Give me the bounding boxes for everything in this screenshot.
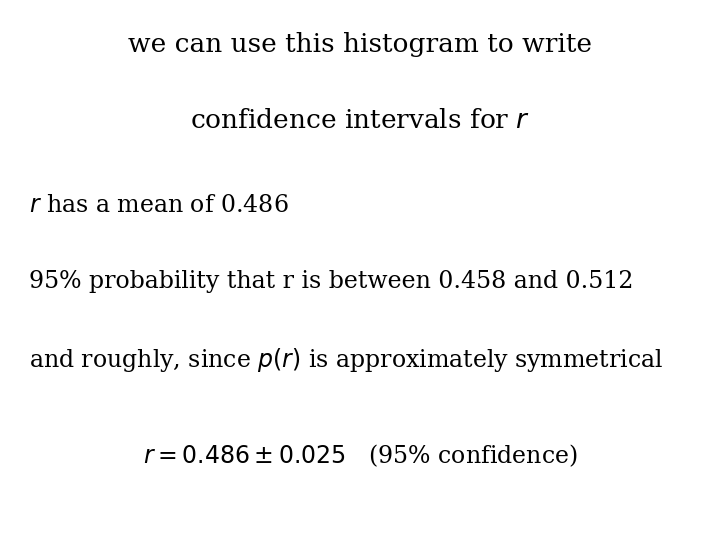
Text: and roughly, since $\it{p(r)}$ is approximately symmetrical: and roughly, since $\it{p(r)}$ is approx…: [29, 346, 663, 374]
Text: 95% probability that r is between 0.458 and 0.512: 95% probability that r is between 0.458 …: [29, 270, 634, 293]
Text: $\it{r}$ has a mean of 0.486: $\it{r}$ has a mean of 0.486: [29, 194, 289, 218]
Text: we can use this histogram to write: we can use this histogram to write: [128, 32, 592, 57]
Text: $\mathit{r = 0.486 \pm 0.025}$   (95% confidence): $\mathit{r = 0.486 \pm 0.025}$ (95% conf…: [143, 443, 577, 469]
Text: confidence intervals for $\it{r}$: confidence intervals for $\it{r}$: [190, 108, 530, 133]
